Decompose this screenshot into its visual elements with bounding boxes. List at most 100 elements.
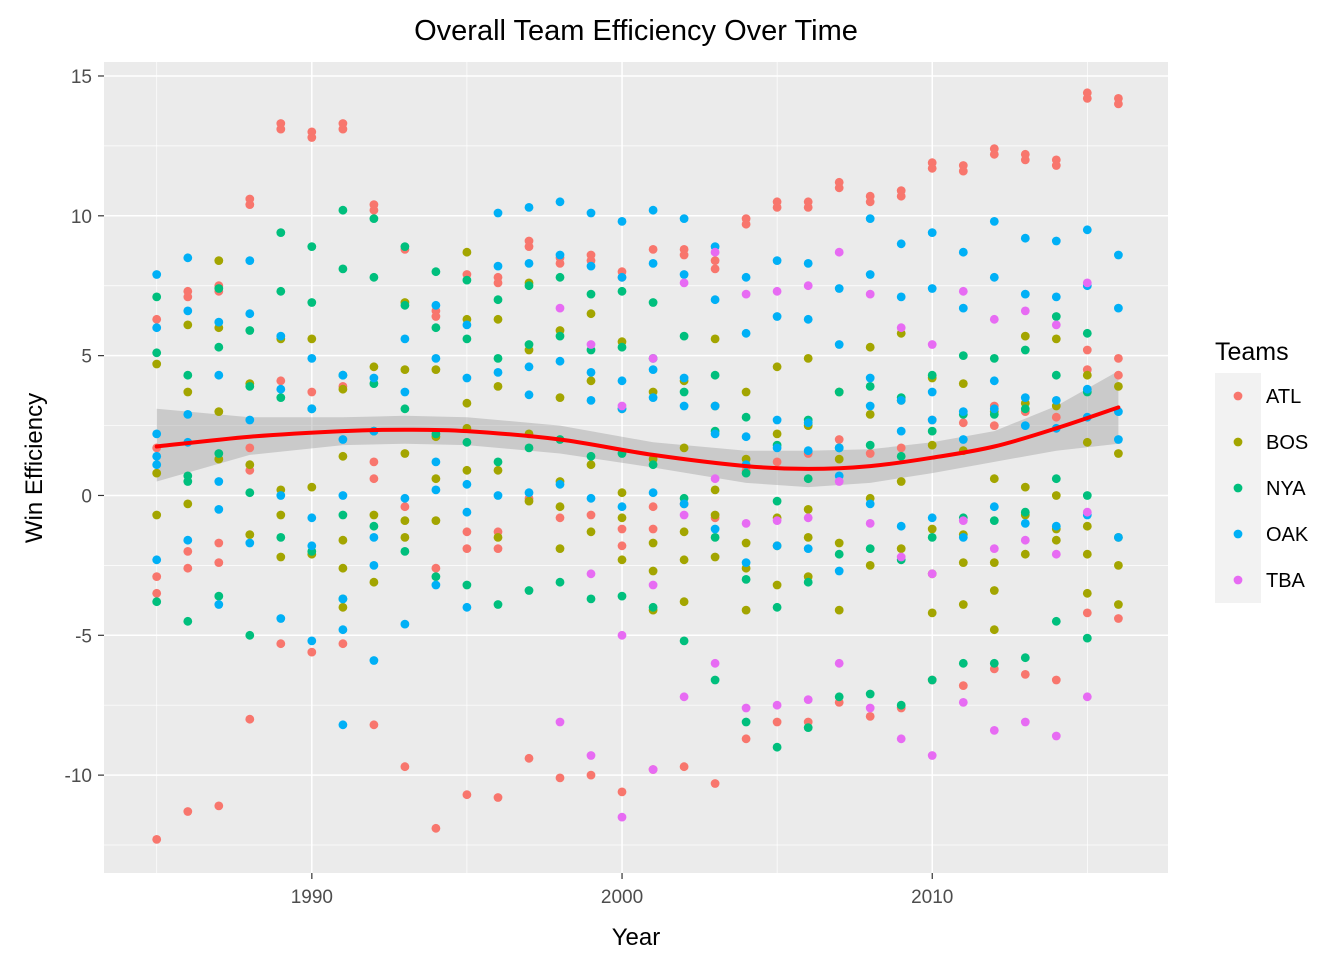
data-point-oak — [679, 270, 689, 279]
data-point-atl — [307, 387, 317, 397]
data-point-oak — [400, 493, 410, 503]
data-point-bos — [1082, 521, 1092, 531]
data-point-oak — [989, 272, 999, 282]
data-point-oak — [617, 272, 627, 282]
data-point-atl — [958, 681, 968, 690]
data-point-bos — [927, 608, 937, 618]
legend-label: TBA — [1266, 570, 1306, 592]
legend-label: ATL — [1266, 386, 1301, 408]
data-point-bos — [896, 477, 906, 486]
data-point-atl — [338, 639, 348, 649]
data-point-oak — [152, 451, 162, 461]
y-tick-label: -5 — [75, 626, 92, 647]
data-point-tba — [648, 765, 658, 774]
data-point-atl — [183, 292, 193, 302]
data-point-nya — [1051, 616, 1061, 626]
data-point-bos — [710, 510, 720, 520]
data-point-nya — [524, 443, 534, 453]
data-point-bos — [431, 516, 441, 525]
data-point-nya — [896, 451, 906, 461]
data-point-oak — [803, 259, 813, 268]
data-point-bos — [1020, 549, 1030, 559]
data-point-tba — [896, 323, 906, 333]
data-point-atl — [214, 558, 224, 567]
data-point-oak — [741, 328, 751, 338]
data-point-nya — [989, 516, 999, 525]
data-point-oak — [1051, 396, 1061, 405]
data-point-tba — [1082, 278, 1092, 288]
data-point-atl — [1020, 670, 1030, 679]
data-point-bos — [617, 488, 627, 498]
data-point-oak — [524, 362, 534, 372]
data-point-atl — [1082, 94, 1092, 103]
data-point-nya — [524, 281, 534, 291]
data-point-bos — [865, 561, 875, 570]
data-point-atl — [648, 524, 658, 534]
data-point-oak — [152, 460, 162, 470]
data-point-nya — [741, 468, 751, 478]
data-point-bos — [431, 474, 441, 484]
data-point-nya — [679, 331, 689, 341]
legend-item-oak: OAK — [1215, 511, 1309, 557]
data-point-oak — [431, 457, 441, 467]
data-point-tba — [803, 695, 813, 704]
data-point-nya — [555, 331, 565, 341]
data-point-nya — [276, 286, 286, 296]
data-point-nya — [803, 577, 813, 587]
data-point-bos — [555, 502, 565, 512]
legend-items: ATL BOS NYA OAK TBA — [1215, 373, 1309, 603]
data-point-bos — [555, 544, 565, 553]
data-point-bos — [369, 362, 379, 372]
data-point-oak — [896, 521, 906, 531]
data-point-atl — [462, 790, 472, 800]
data-point-oak — [648, 205, 658, 215]
data-point-tba — [834, 658, 844, 668]
data-point-atl — [245, 443, 255, 453]
data-point-nya — [152, 292, 162, 302]
data-point-bos — [152, 359, 162, 369]
data-point-nya — [927, 533, 937, 542]
data-point-bos — [369, 510, 379, 520]
trend-line — [154, 405, 1121, 471]
data-point-atl — [152, 835, 162, 844]
data-point-nya — [989, 354, 999, 363]
data-point-atl — [679, 762, 689, 772]
data-point-oak — [772, 415, 782, 425]
smooth-trend-line — [154, 405, 1121, 471]
data-point-atl — [555, 513, 565, 523]
data-point-oak — [586, 493, 596, 503]
data-point-atl — [834, 183, 844, 193]
data-point-bos — [989, 474, 999, 484]
data-point-atl — [1051, 675, 1061, 685]
data-point-oak — [555, 356, 565, 366]
data-point-tba — [617, 401, 627, 411]
data-point-bos — [183, 320, 193, 330]
data-point-bos — [431, 365, 441, 374]
data-point-nya — [400, 547, 410, 556]
data-point-bos — [865, 342, 875, 352]
data-point-oak — [338, 491, 348, 500]
data-point-bos — [803, 505, 813, 514]
data-point-atl — [524, 242, 534, 252]
data-point-bos — [493, 465, 503, 475]
data-point-oak — [1020, 289, 1030, 299]
data-point-atl — [989, 149, 999, 159]
data-point-oak — [462, 373, 472, 383]
data-point-nya — [245, 382, 255, 391]
data-point-oak — [803, 446, 813, 456]
data-point-tba — [1082, 507, 1092, 517]
data-point-nya — [214, 449, 224, 458]
data-point-oak — [1114, 435, 1123, 444]
data-point-nya — [493, 354, 503, 363]
data-point-oak — [431, 300, 441, 310]
data-point-oak — [276, 614, 286, 623]
data-point-nya — [865, 544, 875, 553]
x-axis-title: Year — [612, 924, 661, 951]
data-point-oak — [1020, 421, 1030, 430]
data-point-oak — [214, 600, 224, 609]
data-point-atl — [214, 801, 224, 811]
data-point-oak — [1051, 292, 1061, 302]
data-point-oak — [307, 636, 317, 646]
data-point-nya — [1082, 633, 1092, 643]
legend-key-dot — [1233, 437, 1243, 447]
